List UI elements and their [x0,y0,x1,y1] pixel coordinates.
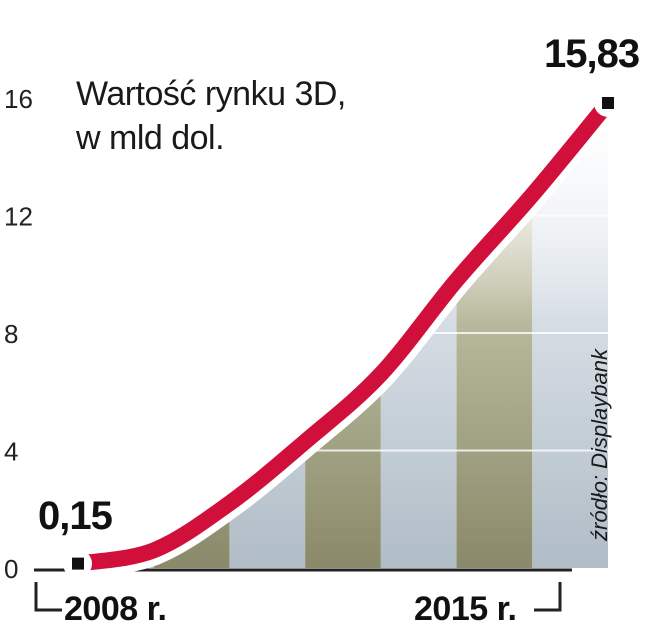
data-point-marker [72,557,84,570]
source-note: źródło: Displaybank [587,349,612,541]
y-tick-label: 8 [4,319,18,349]
y-axis-ticks: 0 4 8 12 16 [4,84,33,584]
chart-title-block: Wartość rynku 3D, w mld dol. [76,72,346,160]
x-axis-start-label: 2008 r. [64,590,167,628]
series-line [70,94,616,572]
chart-subtitle: w mld dol. [76,119,225,157]
first-value-label: 0,15 [38,494,113,538]
data-points [64,88,622,578]
x-axis-end-label: 2015 r. [414,590,517,628]
chart-title: Wartość rynku 3D, [76,75,346,113]
data-point-marker [602,96,614,109]
x-axis-end-bracket [534,582,562,612]
last-value-label: 15,83 [544,32,640,76]
y-tick-label: 16 [4,84,33,114]
y-tick-label: 12 [4,202,33,232]
background-band [456,102,533,568]
grid-lines [40,97,610,452]
y-tick-label: 4 [4,437,18,467]
x-axis-start-bracket [34,582,62,612]
y-tick-label: 0 [4,554,18,584]
